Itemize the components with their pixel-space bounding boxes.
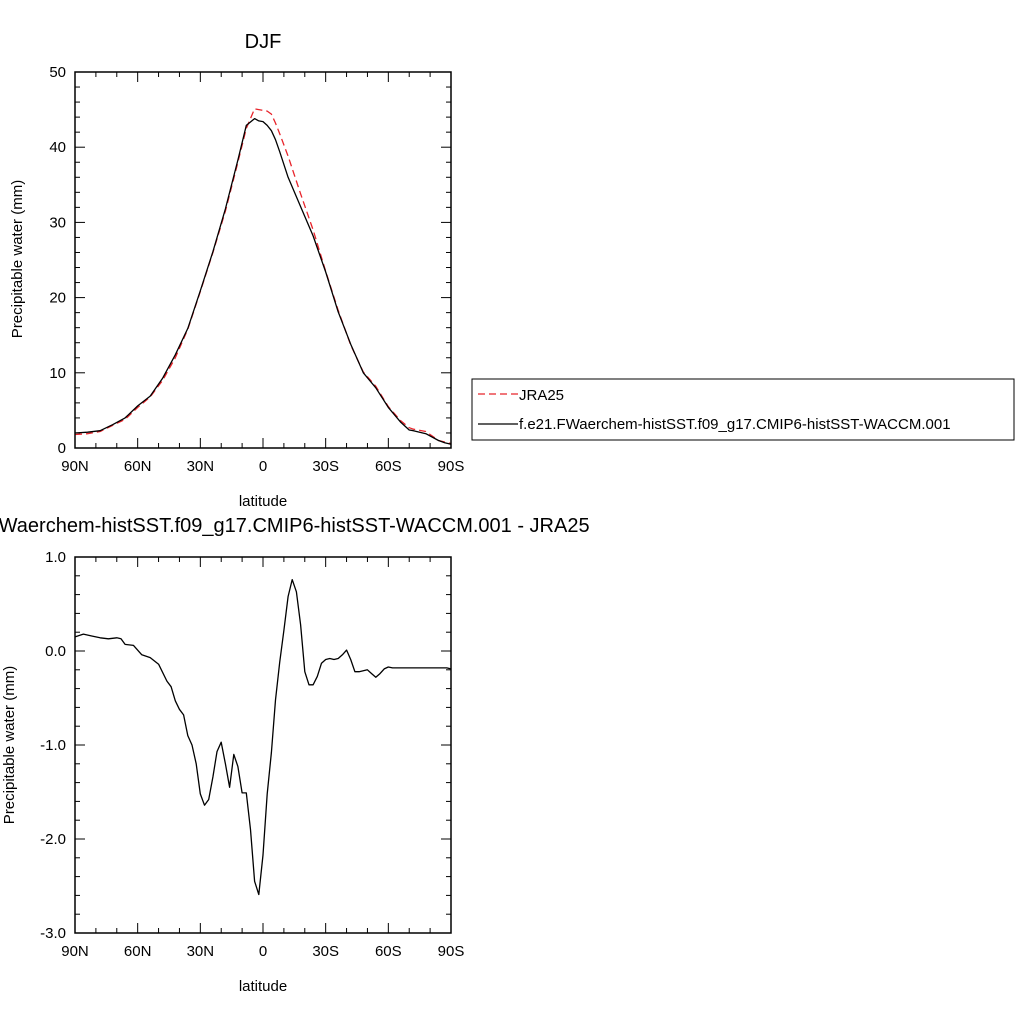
top-chart-axes: 90N 60N 30N 0 30S 60S 90S 0 10 20 30 40 50 — [49, 64, 464, 475]
top-chart-frame — [74, 71, 452, 449]
bottom-chart-frame — [74, 556, 452, 934]
top-chart-y-tick-label: 50 — [49, 64, 66, 81]
bottom-chart-x-tick-label: 90N — [61, 943, 89, 960]
legend: JRA25 f.e21.FWaerchem-histSST.f09_g17.CM… — [471, 378, 1015, 441]
top-chart-series-line-1 — [74, 117, 452, 445]
bottom-chart-x-tick-label: 30S — [312, 943, 339, 960]
bottom-chart-series-line-0 — [74, 578, 452, 896]
legend-label-jra25: JRA25 — [519, 387, 564, 404]
bottom-chart-x-axis-label: latitude — [239, 978, 287, 995]
bottom-chart-x-tick-label: 90S — [438, 943, 465, 960]
top-chart-x-tick-label: 30S — [312, 458, 339, 475]
top-chart-y-axis-label: Precipitable water (mm) — [9, 180, 26, 338]
top-chart-y-tick-label: 0 — [58, 440, 66, 457]
bottom-chart-title: f.e21.FWaerchem-histSST.f09_g17.CMIP6-hi… — [0, 515, 590, 537]
top-chart-x-tick-label: 90S — [438, 458, 465, 475]
bottom-chart-x-tick-label: 0 — [259, 943, 267, 960]
top-chart-x-tick-label: 60N — [124, 458, 152, 475]
top-chart-x-tick-label: 60S — [375, 458, 402, 475]
top-chart-y-tick-label: 40 — [49, 139, 66, 156]
legend-box — [471, 378, 1015, 441]
top-chart-x-tick-label: 0 — [259, 458, 267, 475]
bottom-chart-y-tick-label: -2.0 — [40, 831, 66, 848]
bottom-chart-x-tick-label: 60S — [375, 943, 402, 960]
top-chart-title: DJF — [245, 31, 282, 53]
top-chart-x-tick-label: 30N — [187, 458, 215, 475]
top-chart-y-tick-label: 20 — [49, 290, 66, 307]
top-chart-x-axis-label: latitude — [239, 493, 287, 510]
bottom-chart-y-tick-label: 1.0 — [45, 549, 66, 566]
top-chart-y-tick-label: 30 — [49, 214, 66, 231]
bottom-chart: f.e21.FWaerchem-histSST.f09_g17.CMIP6-hi… — [0, 515, 590, 995]
top-chart-series-group — [74, 108, 452, 445]
top-chart: DJF Precipitable water (mm) latitude 90N… — [9, 31, 464, 510]
bottom-chart-y-tick-label: -3.0 — [40, 925, 66, 942]
bottom-chart-y-tick-label: 0.0 — [45, 643, 66, 660]
legend-label-model: f.e21.FWaerchem-histSST.f09_g17.CMIP6-hi… — [519, 416, 951, 433]
bottom-chart-x-tick-label: 60N — [124, 943, 152, 960]
bottom-chart-series-group — [74, 578, 452, 896]
top-chart-y-tick-label: 10 — [49, 365, 66, 382]
top-chart-x-tick-label: 90N — [61, 458, 89, 475]
bottom-chart-y-tick-label: -1.0 — [40, 737, 66, 754]
bottom-chart-y-axis-label: Precipitable water (mm) — [1, 666, 18, 824]
bottom-chart-x-tick-label: 30N — [187, 943, 215, 960]
